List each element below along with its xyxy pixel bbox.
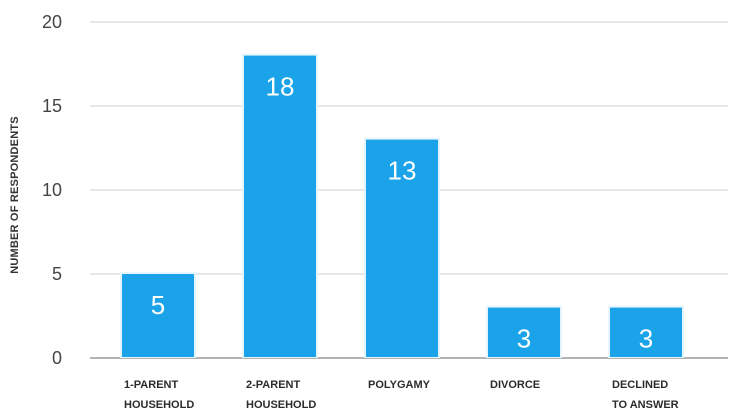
bar — [244, 55, 316, 357]
y-tick-label: 15 — [42, 96, 62, 116]
data-labels: 5 18 13 3 3 — [151, 72, 653, 354]
bar — [610, 307, 682, 357]
y-tick-label: 5 — [52, 264, 62, 284]
x-tick-label: TO ANSWER — [612, 399, 679, 411]
bar — [366, 139, 438, 357]
x-tick-label: 2-PARENT — [246, 379, 300, 391]
data-label: 18 — [266, 72, 295, 102]
x-tick-label: HOUSEHOLD — [246, 399, 316, 411]
data-label: 5 — [151, 290, 165, 320]
x-tick-label: POLYGAMY — [368, 379, 431, 391]
data-label: 13 — [388, 156, 417, 186]
x-tick-label: DIVORCE — [490, 379, 540, 391]
bar — [488, 307, 560, 357]
data-label: 3 — [517, 324, 531, 354]
y-tick-label: 20 — [42, 12, 62, 32]
y-axis-ticks: 0 5 10 15 20 — [42, 12, 62, 368]
data-label: 3 — [639, 324, 653, 354]
bar — [122, 274, 194, 357]
x-tick-label: DECLINED — [612, 379, 668, 391]
bars — [120, 53, 684, 358]
y-tick-label: 10 — [42, 180, 62, 200]
y-axis-label: NUMBER OF RESPONDENTS — [9, 116, 21, 274]
y-tick-label: 0 — [52, 348, 62, 368]
x-axis-ticks: 1-PARENT HOUSEHOLD 2-PARENT HOUSEHOLD POLYGA… — [124, 379, 679, 411]
x-tick-label: 1-PARENT — [124, 379, 178, 391]
x-tick-label: HOUSEHOLD — [124, 399, 194, 411]
